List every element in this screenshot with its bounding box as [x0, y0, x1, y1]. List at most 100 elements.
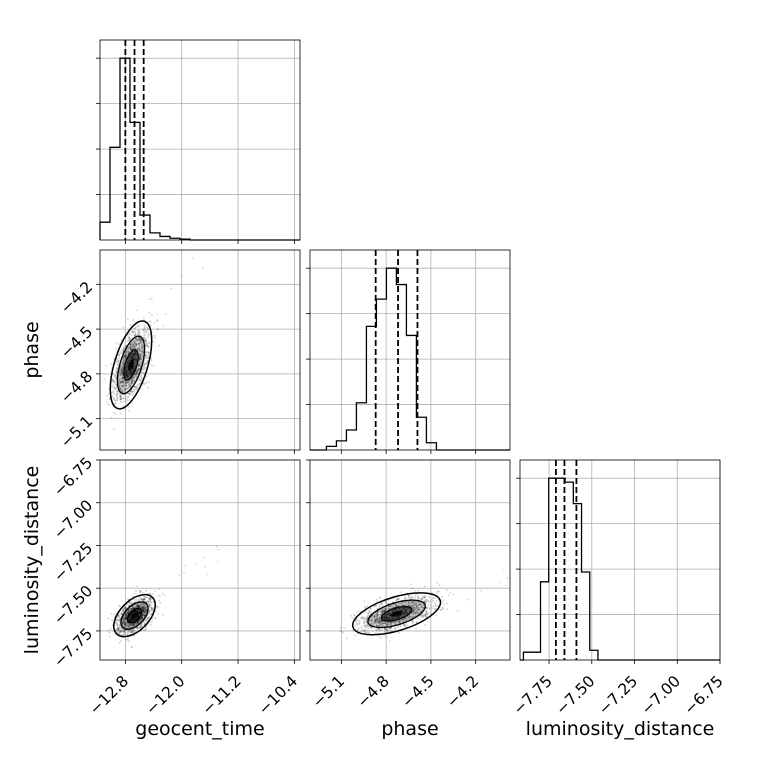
scatter-point — [119, 617, 121, 619]
tick-label: −5.1 — [309, 672, 348, 711]
scatter-point — [116, 399, 118, 401]
scatter-point — [159, 595, 161, 597]
scatter-point — [153, 365, 155, 367]
tick-label: −7.75 — [50, 625, 96, 671]
scatter-point — [132, 389, 134, 391]
y-axis-label-phase: phase — [21, 321, 43, 378]
scatter-point — [158, 600, 160, 602]
x-axis-label-geocent-time: geocent_time — [135, 718, 264, 740]
scatter-point — [136, 385, 138, 387]
scatter-point — [120, 395, 122, 397]
scatter-point — [379, 628, 381, 630]
scatter-point — [126, 402, 128, 404]
scatter-point — [114, 393, 116, 395]
scatter-point — [136, 310, 138, 312]
scatter-point — [147, 354, 149, 356]
scatter-point — [144, 327, 146, 329]
scatter-point — [118, 616, 120, 618]
scatter-point — [360, 618, 362, 620]
scatter-point — [128, 406, 130, 408]
histogram-marks — [100, 40, 300, 240]
tick-label: −6.75 — [681, 672, 727, 718]
x-axis-label-luminosity-distance: luminosity_distance — [526, 718, 715, 740]
scatter-point — [120, 412, 122, 414]
scatter-point — [446, 608, 448, 610]
scatter-point — [425, 611, 427, 613]
scatter-point — [105, 365, 107, 367]
scatter-point — [376, 599, 378, 601]
scatter-point — [453, 593, 455, 595]
scatter-point — [140, 592, 142, 594]
scatter-point — [141, 376, 143, 378]
scatter-point — [140, 598, 142, 600]
tick-label: −7.00 — [50, 496, 96, 542]
scatter-point — [114, 381, 116, 383]
scatter-point — [116, 621, 118, 623]
scatter-point — [367, 612, 369, 614]
scatter-point — [340, 630, 342, 632]
scatter-point — [146, 618, 148, 620]
scatter-point — [145, 629, 147, 631]
tick-label: −7.75 — [510, 672, 556, 718]
scatter-point — [358, 628, 360, 630]
scatter-point — [505, 585, 507, 587]
scatter-point — [142, 598, 144, 600]
scatter-point — [123, 345, 125, 347]
scatter-point — [404, 624, 406, 626]
scatter-point — [181, 276, 183, 278]
scatter-point — [116, 362, 118, 364]
scatter-point — [366, 630, 368, 632]
scatter-point — [146, 330, 148, 332]
scatter-point — [116, 623, 118, 625]
tick-label: −6.75 — [50, 454, 96, 500]
scatter-point — [138, 330, 140, 332]
scatter-point — [148, 335, 150, 337]
scatter-point — [422, 617, 424, 619]
scatter-point — [412, 596, 414, 598]
scatter-point — [125, 632, 127, 634]
scatter-point — [216, 546, 218, 548]
scatter-point — [435, 615, 437, 617]
scatter-point — [481, 590, 483, 592]
scatter-point — [149, 298, 151, 300]
scatter-point — [429, 607, 431, 609]
scatter-point — [365, 627, 367, 629]
scatter-point — [122, 327, 124, 329]
scatter-point — [149, 614, 151, 616]
scatter-point — [117, 391, 119, 393]
scatter-point — [179, 574, 181, 576]
scatter-point — [154, 335, 156, 337]
scatter-point — [343, 627, 345, 629]
scatter-marks — [102, 257, 204, 430]
scatter-point — [143, 336, 145, 338]
scatter-point — [142, 369, 144, 371]
scatter-point — [430, 604, 432, 606]
scatter-point — [400, 625, 402, 627]
scatter-point — [400, 591, 402, 593]
scatter-point — [442, 600, 444, 602]
scatter-point — [367, 628, 369, 630]
scatter-point — [503, 569, 505, 571]
scatter-point — [434, 602, 436, 604]
scatter-point — [195, 563, 197, 565]
scatter-point — [113, 412, 115, 414]
scatter-point — [434, 604, 436, 606]
grid-lines — [520, 460, 720, 660]
tick-label: −4.8 — [57, 368, 96, 407]
scatter-point — [150, 607, 152, 609]
scatter-point — [125, 399, 127, 401]
scatter-point — [118, 605, 120, 607]
scatter-point — [143, 329, 145, 331]
scatter-point — [120, 632, 122, 634]
x-axis-label-phase: phase — [381, 718, 438, 740]
scatter-point — [441, 596, 443, 598]
scatter-point — [217, 561, 219, 563]
scatter-point — [144, 596, 146, 598]
scatter-point — [108, 404, 110, 406]
scatter-point — [154, 337, 156, 339]
scatter-point — [127, 396, 129, 398]
scatter-point — [143, 372, 145, 374]
scatter-point — [443, 603, 445, 605]
scatter-point — [145, 590, 147, 592]
panel-scatter-luminosity-distance-vs-geocent-time — [96, 460, 300, 664]
